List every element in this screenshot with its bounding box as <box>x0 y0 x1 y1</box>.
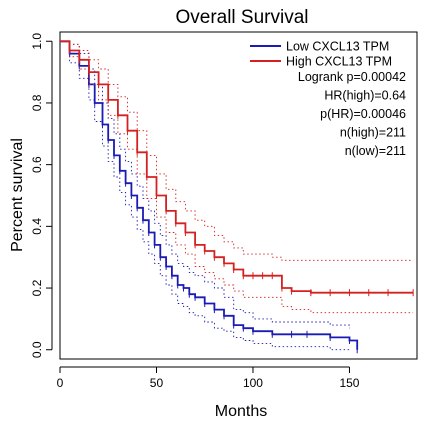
ci-upper-high <box>60 40 414 261</box>
x-axis-label: Months <box>215 403 267 420</box>
x-tick-label: 150 <box>339 376 359 390</box>
y-tick-label: 0.2 <box>30 279 44 296</box>
legend-label-high: High CXCL13 TPM <box>286 55 392 69</box>
watermark-text: 知乎 @芒果师兄聊生信 <box>298 402 412 416</box>
x-tick-label: 100 <box>243 376 263 390</box>
y-tick-label: 0.4 <box>30 218 44 235</box>
stat-annotation: n(high)=211 <box>340 126 406 140</box>
stat-annotation: HR(high)=0.64 <box>324 89 406 103</box>
chart-title: Overall Survival <box>175 7 308 28</box>
plot-frame <box>59 31 418 360</box>
stat-annotation: n(low)=211 <box>345 144 406 158</box>
stat-annotation: p(HR)=0.00046 <box>320 107 406 121</box>
y-tick-label: 0.6 <box>30 156 44 173</box>
ci-lower-low <box>60 40 350 351</box>
y-tick-label: 0.0 <box>30 341 44 358</box>
survival-curve-low <box>60 40 359 350</box>
plot-area <box>60 40 414 354</box>
x-tick-label: 0 <box>57 376 64 390</box>
legend-label-low: Low CXCL13 TPM <box>286 40 389 54</box>
stat-annotation: Logrank p=0.00042 <box>298 70 406 84</box>
y-tick-label: 1.0 <box>30 33 44 50</box>
y-axis-label: Percent survival <box>9 138 26 252</box>
x-tick-label: 50 <box>150 376 164 390</box>
y-tick-label: 0.8 <box>30 94 44 111</box>
axes: 0 50 100 150 0.0 0.2 0.4 0.6 0.8 1.0 <box>30 33 360 390</box>
stats-annotations: Logrank p=0.00042 HR(high)=0.64 p(HR)=0.00… <box>298 70 406 158</box>
ci-upper-low <box>60 40 350 329</box>
